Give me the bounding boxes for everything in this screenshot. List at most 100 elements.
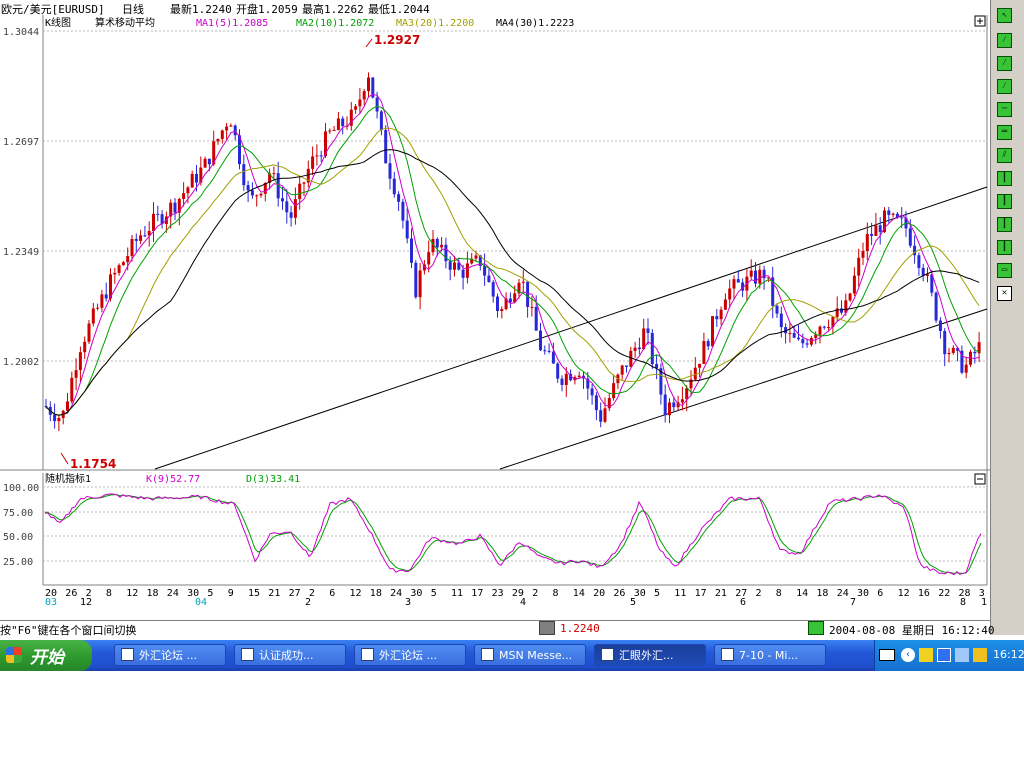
d-legend: D(3)33.41 [246, 474, 300, 485]
candle-body [448, 261, 452, 270]
candle-body [900, 217, 904, 219]
candle-body [53, 414, 57, 422]
candle-body [650, 332, 654, 365]
quick-launch-icon[interactable] [98, 648, 112, 662]
info-icon[interactable] [808, 621, 824, 635]
candle-body [453, 262, 456, 270]
channel-tool-icon[interactable]: ⫽ [997, 148, 1012, 163]
candle-body [642, 328, 646, 350]
candle-body [186, 187, 190, 194]
candle-body [87, 323, 91, 342]
candle-body [281, 198, 284, 202]
volume-icon[interactable] [955, 648, 969, 662]
task-label: 外汇论坛 ... [139, 649, 197, 662]
candle-body [418, 270, 422, 298]
task-button-active[interactable]: 汇眼外汇... [594, 644, 706, 666]
candle-body [134, 238, 138, 241]
candle-body [173, 202, 177, 213]
period-lines-icon[interactable]: ┃ [997, 217, 1012, 232]
candle-body [152, 213, 155, 231]
candle-body [431, 238, 435, 253]
keyboard-icon[interactable] [879, 649, 895, 661]
candle-body [754, 270, 757, 284]
warning-icon[interactable] [919, 648, 933, 662]
x-day-label: 2 [532, 588, 538, 599]
x-day-label: 30 [857, 588, 869, 599]
rectangle-tool-icon[interactable]: ▭ [997, 263, 1012, 278]
delete-tool-icon[interactable]: ✕ [997, 286, 1012, 301]
candle-body [938, 320, 942, 331]
candle-body [444, 244, 448, 262]
task-button[interactable]: 7-10 - Mi... [714, 644, 826, 666]
trend-channel[interactable] [154, 186, 988, 470]
tray-app-icon[interactable] [973, 648, 987, 662]
calculator-icon[interactable] [539, 621, 555, 635]
candle-body [44, 405, 48, 407]
chart-area[interactable]: 1.3044 1.2697 1.2349 1.2002 K线图 算术移动平均 M… [0, 15, 990, 620]
candle-body [672, 402, 676, 408]
hline-label-icon[interactable]: ═ [997, 125, 1012, 140]
minimize-sub-button[interactable] [974, 473, 986, 485]
cursor-tool-icon[interactable]: ↖ [997, 8, 1012, 23]
task-button[interactable]: 外汇论坛 ... [114, 644, 226, 666]
candle-body [461, 269, 465, 278]
maximize-main-button[interactable] [974, 15, 986, 27]
candle-body [788, 333, 792, 335]
task-label: 汇眼外汇... [619, 649, 674, 662]
candle-body [732, 279, 736, 289]
x-day-label: 26 [613, 588, 625, 599]
candle-body [603, 408, 607, 422]
fibonacci-icon[interactable]: ┃ [997, 194, 1012, 209]
vertical-lines-icon[interactable]: ┃ [997, 171, 1012, 186]
candle-body [741, 282, 745, 291]
ray-tool-icon[interactable]: ⁄ [997, 56, 1012, 71]
chevron-left-icon[interactable]: ‹ [901, 648, 915, 662]
task-button[interactable]: 认证成功... [234, 644, 346, 666]
network-icon[interactable] [937, 648, 951, 662]
candle-body [891, 213, 895, 215]
candle-body [207, 158, 211, 165]
candle-body [302, 182, 306, 184]
ma4-legend: MA4(30)1.2223 [496, 18, 574, 29]
candle-body [809, 338, 813, 345]
candle-body [397, 194, 401, 202]
x-day-label: 3 [979, 588, 985, 599]
candle-body [612, 383, 616, 399]
candle-body [259, 193, 263, 196]
start-button[interactable]: 开始 [0, 640, 92, 671]
candle-body [139, 235, 143, 241]
task-button[interactable]: 外汇论坛 ... [354, 644, 466, 666]
grid-tool-icon[interactable]: ┃ [997, 240, 1012, 255]
ma-line [45, 127, 980, 416]
candle-body [637, 347, 641, 350]
candle-body [392, 178, 396, 195]
windows-logo-icon [6, 647, 22, 663]
y-tick-label: 25.00 [3, 557, 33, 568]
candle-body [822, 326, 826, 328]
open-price: 开盘1.2059 [236, 3, 298, 16]
candle-body [835, 308, 839, 317]
line-tool-icon[interactable]: ⁄ [997, 33, 1012, 48]
x-day-label: 24 [167, 588, 179, 599]
x-axis-labels: 20 26 2 8 12 18 24 30 5 9 15 21 27 2 6 12 18 24 30 5 11 17 23 2… [45, 588, 987, 608]
x-day-label: 20 [593, 588, 605, 599]
candle-body [435, 238, 439, 248]
horizontal-line-icon[interactable]: ─ [997, 102, 1012, 117]
sub-grid [43, 486, 987, 562]
x-day-label: 23 [492, 588, 504, 599]
candle-body [182, 193, 186, 199]
candle-body [375, 97, 379, 112]
candle-body [225, 126, 229, 131]
segment-tool-icon[interactable]: ⁄ [997, 79, 1012, 94]
candle-body [723, 299, 727, 310]
candle-body [384, 130, 388, 164]
task-button[interactable]: MSN Messe... [474, 644, 586, 666]
clock[interactable]: 16:12 [993, 648, 1024, 661]
k-line [45, 493, 982, 576]
status-bar: 按"F6"键在各个窗口间切换 1.2240 2004-08-08 星期日 16:… [0, 620, 994, 637]
candle-body [848, 293, 852, 301]
x-month-label: 03 [45, 597, 57, 608]
candle-body [513, 293, 517, 303]
ma-line [45, 105, 980, 416]
candle-body [599, 410, 603, 422]
